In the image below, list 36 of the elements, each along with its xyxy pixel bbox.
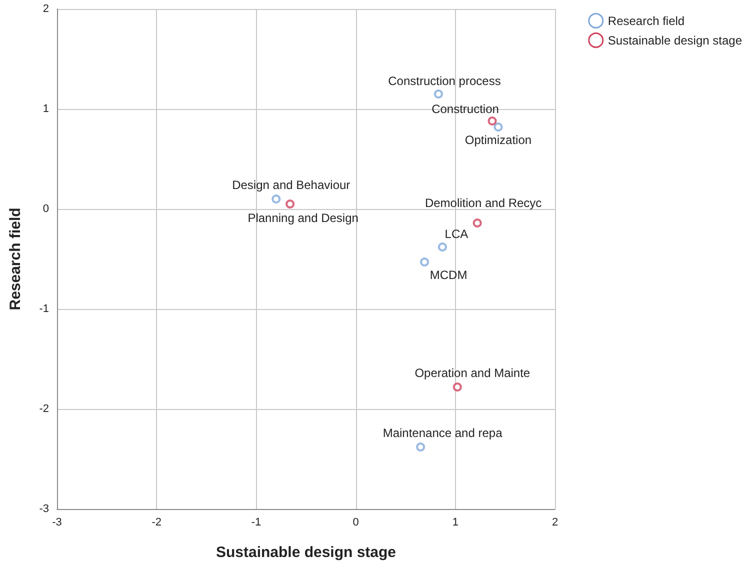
y-axis-title: Research field xyxy=(7,208,24,310)
y-tick-label: 0 xyxy=(42,203,49,215)
point xyxy=(416,442,426,452)
annotation: Demolition and Recyc xyxy=(424,196,542,210)
annotation: Operation and Mainte xyxy=(414,366,530,380)
y-tick-label: 2 xyxy=(42,3,49,15)
x-tick-label: 1 xyxy=(452,516,458,528)
x-tick-label: -2 xyxy=(152,516,162,528)
annotation: MCDM xyxy=(430,268,468,282)
annotation: LCA xyxy=(444,227,468,241)
point xyxy=(286,200,295,208)
legend-label: Research field xyxy=(608,14,685,28)
point xyxy=(452,382,462,392)
annotation: Construction xyxy=(432,102,499,116)
y-tick-label: -3 xyxy=(39,503,49,515)
x-tick-label: -3 xyxy=(52,516,62,528)
y-tick-label: -1 xyxy=(39,303,49,315)
point xyxy=(488,116,497,126)
y-tick-label: 1 xyxy=(42,103,49,115)
annotation: Design and Behaviour xyxy=(232,178,350,192)
x-tick-label: 2 xyxy=(552,516,558,528)
x-axis-title: Sustainable design stage xyxy=(216,544,396,561)
x-tick-label: -1 xyxy=(251,516,262,528)
y-tick-label: -2 xyxy=(39,403,49,415)
point xyxy=(494,122,503,132)
point xyxy=(438,242,447,252)
x-tick-label: 0 xyxy=(352,516,359,528)
annotation: Construction process xyxy=(388,74,501,88)
point xyxy=(272,194,281,204)
point xyxy=(420,258,430,266)
annotation: Optimization xyxy=(464,133,532,147)
point xyxy=(434,90,443,98)
point xyxy=(472,218,482,228)
legend-label: Sustainable design stage xyxy=(608,33,742,48)
annotation: Planning and Design xyxy=(248,211,358,225)
annotation: Maintenance and repa xyxy=(382,426,503,440)
